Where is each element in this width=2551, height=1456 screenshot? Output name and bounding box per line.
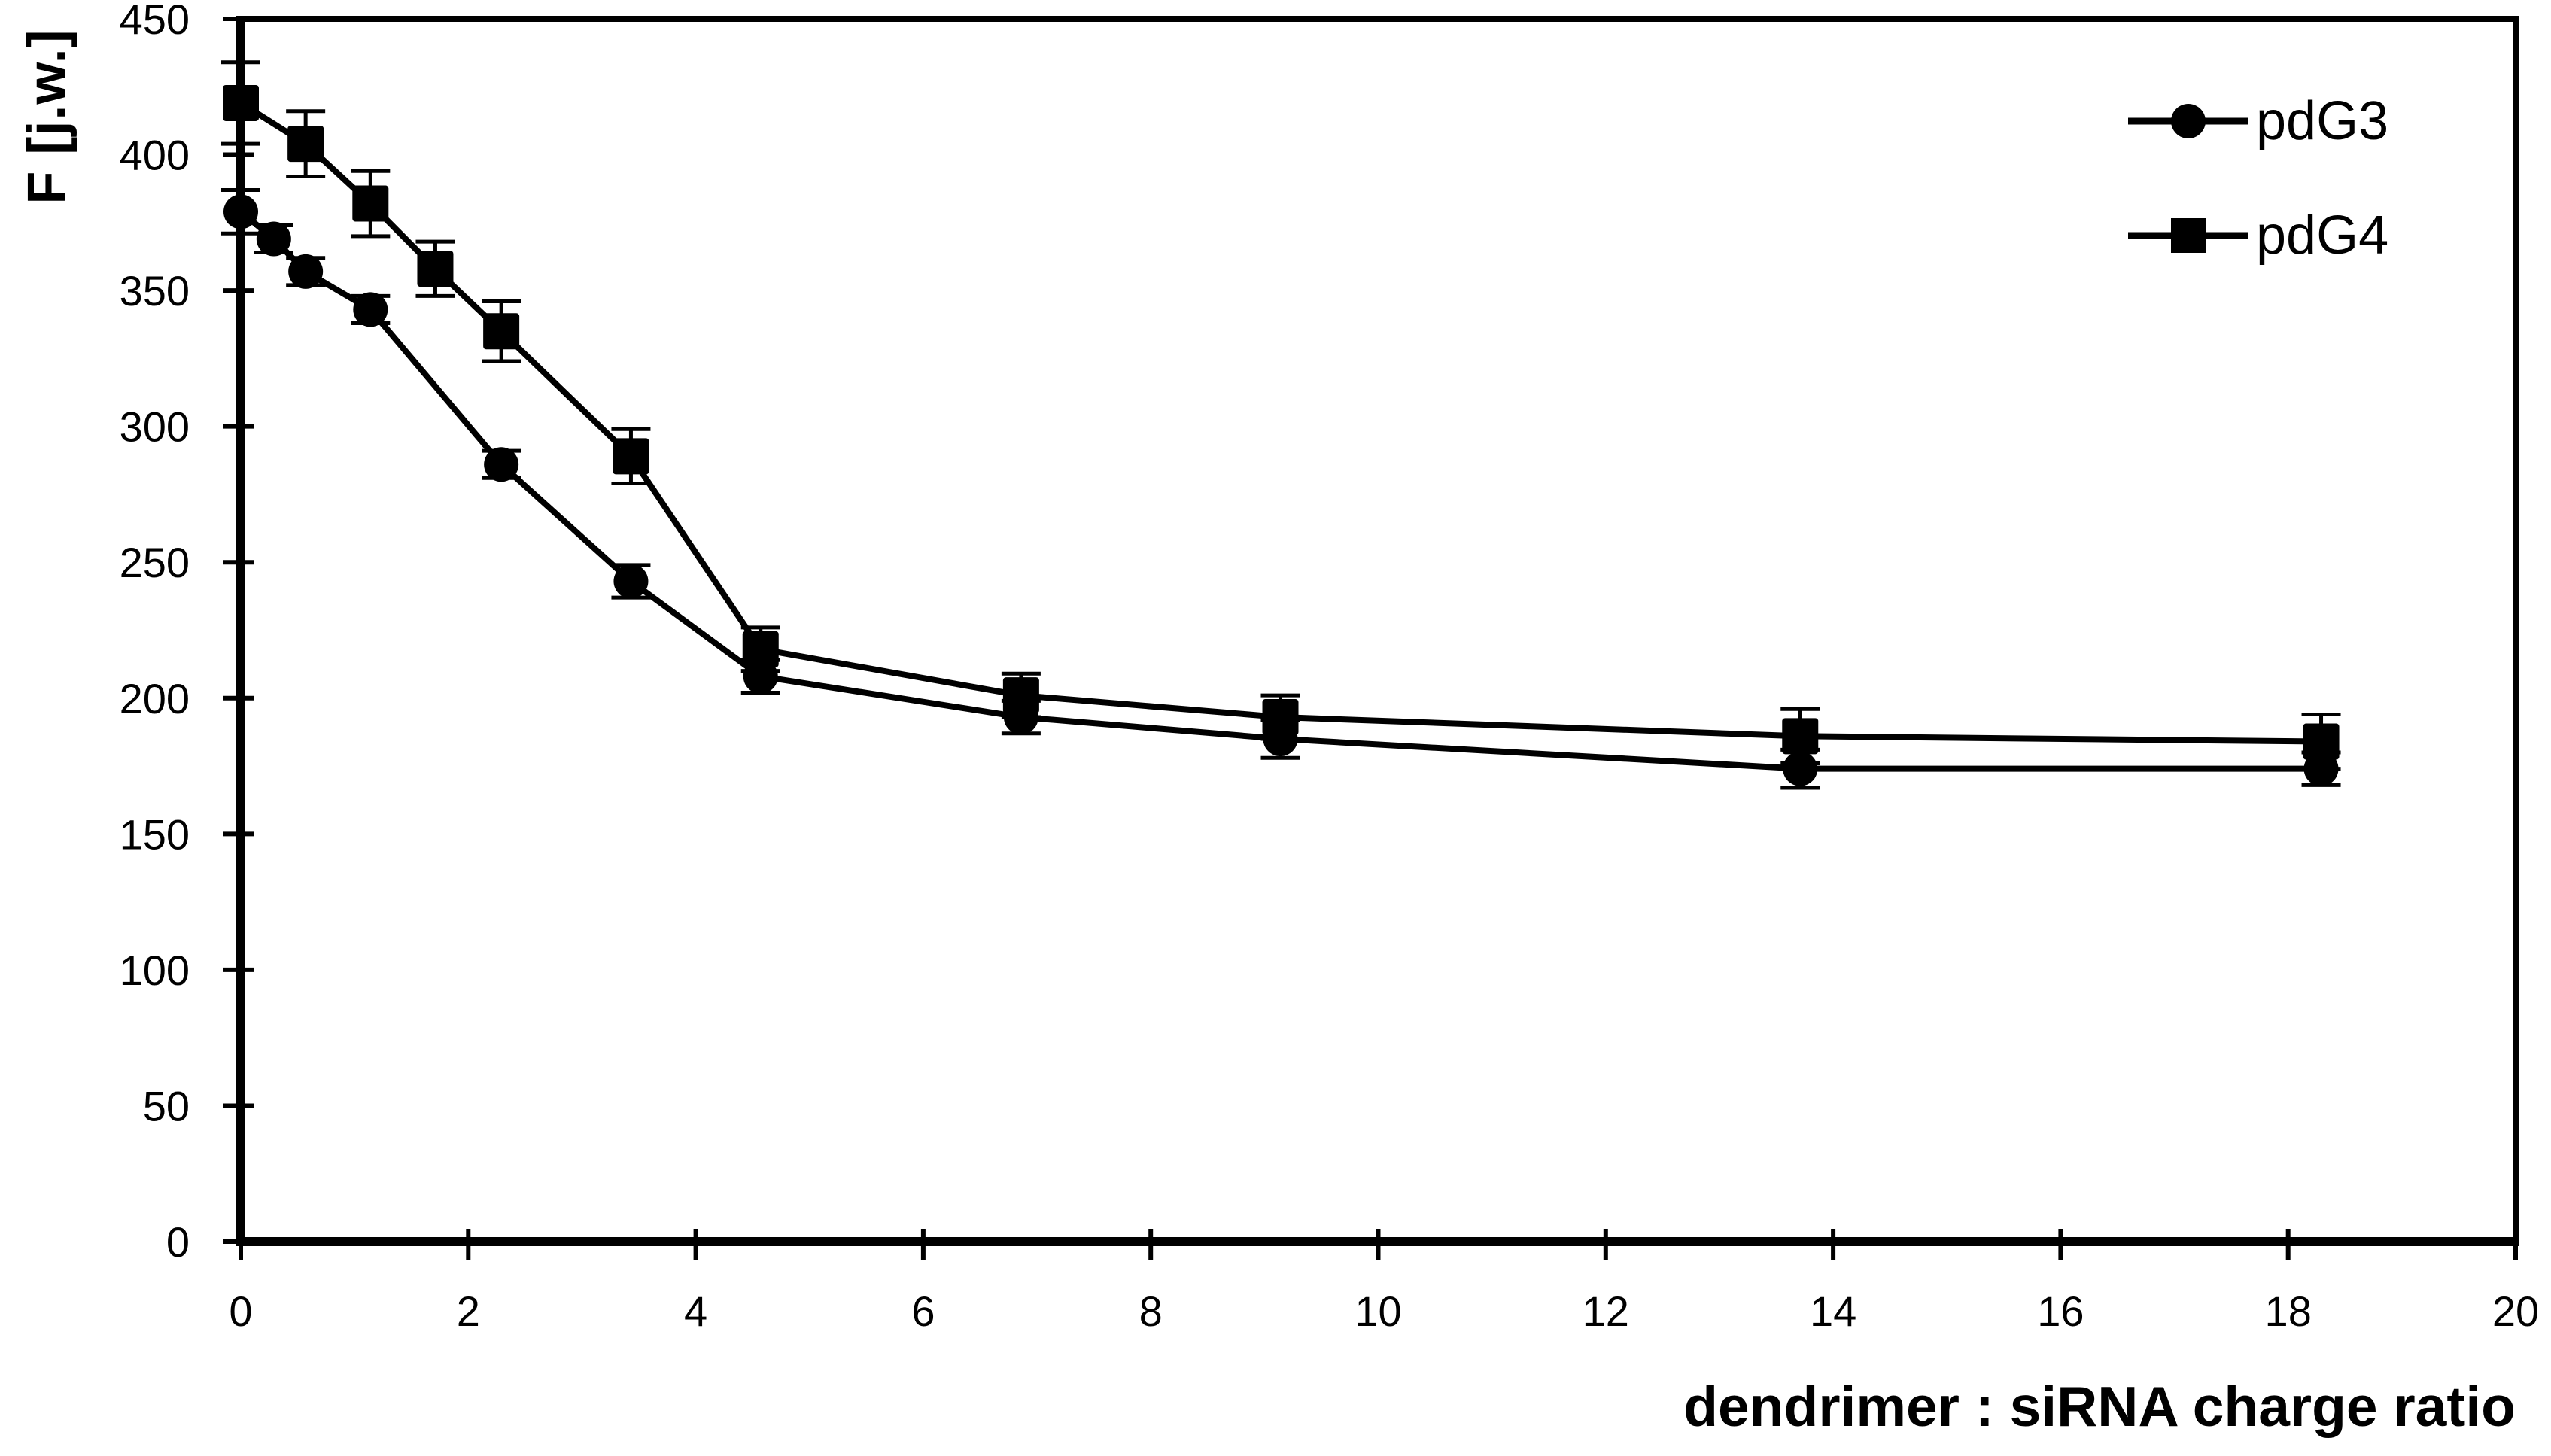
- marker-square-pdG4-6: [742, 631, 779, 667]
- x-tick-label: 16: [2037, 1287, 2084, 1335]
- legend-square-marker-icon: [2128, 211, 2248, 260]
- x-tick-label: 0: [229, 1287, 252, 1335]
- marker-square-pdG4-3: [417, 251, 454, 287]
- legend-item-pdG4: pdG4: [2128, 178, 2388, 293]
- marker-square-pdG4-9: [1782, 718, 1819, 755]
- marker-circle-pdG3-0: [223, 194, 258, 229]
- x-tick-label: 12: [1583, 1287, 1629, 1335]
- marker-circle-pdG3-5: [613, 564, 649, 599]
- marker-square-pdG4-1: [287, 126, 324, 163]
- legend-label-pdG3: pdG3: [2256, 91, 2389, 151]
- marker-circle-pdG3-1: [256, 221, 291, 257]
- x-tick-label: 14: [1810, 1287, 1856, 1335]
- x-tick-label: 6: [911, 1287, 935, 1335]
- marker-circle-pdG3-9: [1783, 751, 1818, 786]
- marker-square-pdG4-5: [613, 438, 649, 475]
- x-tick-label: 18: [2265, 1287, 2312, 1335]
- y-tick-label: 200: [120, 675, 190, 722]
- marker-square-pdG4-8: [1262, 699, 1299, 736]
- marker-square-pdG4-0: [223, 84, 259, 121]
- x-tick-label: 8: [1139, 1287, 1163, 1335]
- series-line-pdG4: [239, 100, 2321, 745]
- x-tick-label: 2: [457, 1287, 480, 1335]
- marker-circle-pdG3-4: [484, 447, 519, 482]
- marker-circle-pdG3-6: [743, 658, 778, 694]
- legend-item-pdG3: pdG3: [2128, 64, 2388, 178]
- y-tick-label: 450: [120, 0, 190, 43]
- legend-circle-marker-icon: [2128, 97, 2248, 145]
- marker-square-pdG4-7: [1002, 677, 1039, 714]
- x-tick-label: 4: [684, 1287, 707, 1335]
- x-axis-title: dendrimer : siRNA charge ratio: [1683, 1375, 2516, 1438]
- legend: pdG3 pdG4: [2128, 64, 2388, 293]
- legend-label-pdG4: pdG4: [2256, 205, 2389, 266]
- y-tick-label: 400: [120, 132, 190, 179]
- marker-square-pdG4-10: [2303, 723, 2340, 760]
- y-tick-label: 150: [120, 810, 190, 858]
- y-tick-label: 350: [120, 267, 190, 315]
- x-tick-label: 20: [2492, 1287, 2539, 1335]
- series-line-pdG3: [239, 209, 2321, 772]
- y-axis-title: F [j.w.]: [17, 29, 78, 205]
- y-tick-label: 300: [120, 403, 190, 451]
- x-tick-label: 10: [1355, 1287, 1401, 1335]
- y-tick-label: 0: [166, 1218, 190, 1266]
- y-tick-label: 100: [120, 947, 190, 994]
- marker-circle-pdG3-2: [288, 254, 324, 289]
- marker-square-pdG4-4: [483, 313, 520, 350]
- y-tick-label: 50: [143, 1082, 190, 1129]
- marker-square-pdG4-2: [352, 185, 389, 222]
- marker-circle-pdG3-3: [353, 292, 388, 327]
- y-tick-label: 250: [120, 539, 190, 586]
